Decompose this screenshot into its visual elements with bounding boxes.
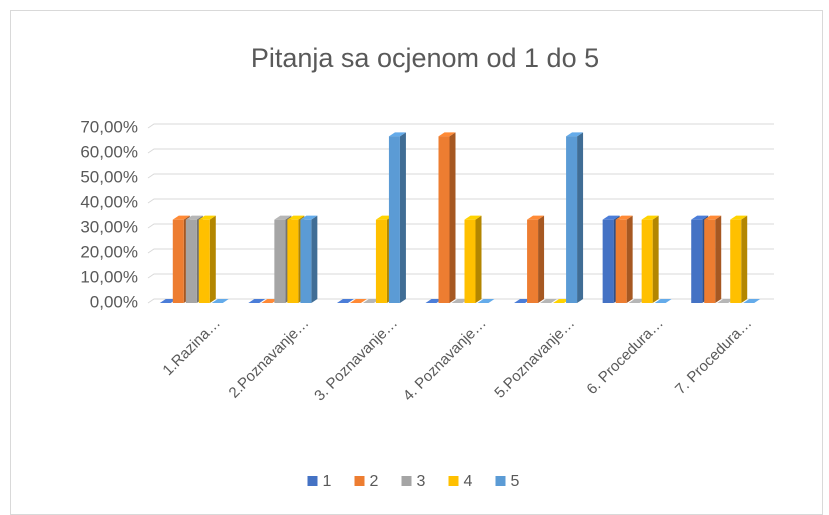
bar-top (274, 215, 292, 220)
bar (704, 219, 716, 303)
legend-swatch (354, 476, 365, 486)
bar-top (628, 299, 646, 303)
legend-label: 1 (323, 473, 332, 490)
bar-top (375, 215, 393, 220)
bar (172, 219, 184, 303)
legend-label: 3 (417, 473, 426, 490)
bar-side (209, 215, 216, 303)
bar-side (715, 215, 722, 303)
bar (602, 219, 614, 303)
bar-top (477, 299, 495, 303)
legend-swatch (307, 476, 318, 486)
bar-side (538, 215, 545, 303)
bar-top (743, 299, 761, 303)
bar (375, 219, 387, 303)
chart-border (10, 10, 823, 515)
grid-line (147, 123, 774, 129)
legend-label: 4 (464, 473, 473, 490)
bar-top (336, 299, 354, 303)
bar-side (626, 215, 633, 303)
bar-top (185, 215, 203, 220)
y-tick-label: 50,00% (80, 167, 138, 186)
bar-top (527, 215, 545, 220)
chart-title: Pitanja sa ocjenom od 1 do 5 (251, 43, 599, 73)
bar-top (451, 299, 469, 303)
legend-swatch (401, 476, 412, 486)
bar-top (602, 215, 620, 220)
bar-top (717, 299, 735, 303)
bar-side (577, 132, 584, 303)
bar-top (172, 215, 190, 220)
bar-top (654, 299, 672, 303)
bar-top (300, 215, 318, 220)
bar-top (566, 132, 584, 137)
bar-top (425, 299, 443, 303)
bar (615, 219, 627, 303)
bar (388, 136, 400, 303)
legend-swatch (448, 476, 459, 486)
bar-top (514, 299, 532, 303)
bar-top (248, 299, 266, 303)
bar (198, 219, 210, 303)
bar-side (652, 215, 659, 303)
bar-top (287, 215, 305, 220)
bar-top (464, 215, 482, 220)
bar-top (159, 299, 177, 303)
y-tick-label: 70,00% (80, 117, 138, 136)
bar-top (615, 215, 633, 220)
bar (287, 219, 299, 303)
y-tick-label: 30,00% (80, 217, 138, 236)
bar-top (730, 215, 748, 220)
bar (438, 136, 450, 303)
y-tick-label: 0,00% (90, 292, 138, 311)
bar (691, 219, 703, 303)
bar-top (438, 132, 456, 137)
bar-side (741, 215, 748, 303)
bar-top (261, 299, 279, 303)
bar-side (311, 215, 318, 303)
legend-swatch (495, 476, 506, 486)
bar-top (198, 215, 216, 220)
bar (641, 219, 653, 303)
bar-top (553, 299, 571, 303)
y-tick-label: 10,00% (80, 267, 138, 286)
bar (300, 219, 312, 303)
y-tick-label: 40,00% (80, 192, 138, 211)
bar-top (641, 215, 659, 220)
bar-side (475, 215, 482, 303)
legend-label: 2 (370, 473, 379, 490)
bar-top (349, 299, 367, 303)
bar-side (399, 132, 406, 303)
bar (464, 219, 476, 303)
y-tick-label: 60,00% (80, 142, 138, 161)
bar-top (691, 215, 709, 220)
bar (527, 219, 539, 303)
bar (274, 219, 286, 303)
bar-top (362, 299, 380, 303)
bar-top (388, 132, 406, 137)
bar (730, 219, 742, 303)
bar (566, 136, 578, 303)
bar (185, 219, 197, 303)
legend-label: 5 (511, 473, 520, 490)
y-tick-label: 20,00% (80, 242, 138, 261)
bar-top (704, 215, 722, 220)
legend: 1 2 3 4 5 (307, 473, 520, 490)
bar-side (449, 132, 456, 303)
bar-top (540, 299, 558, 303)
bar-top (211, 299, 229, 303)
